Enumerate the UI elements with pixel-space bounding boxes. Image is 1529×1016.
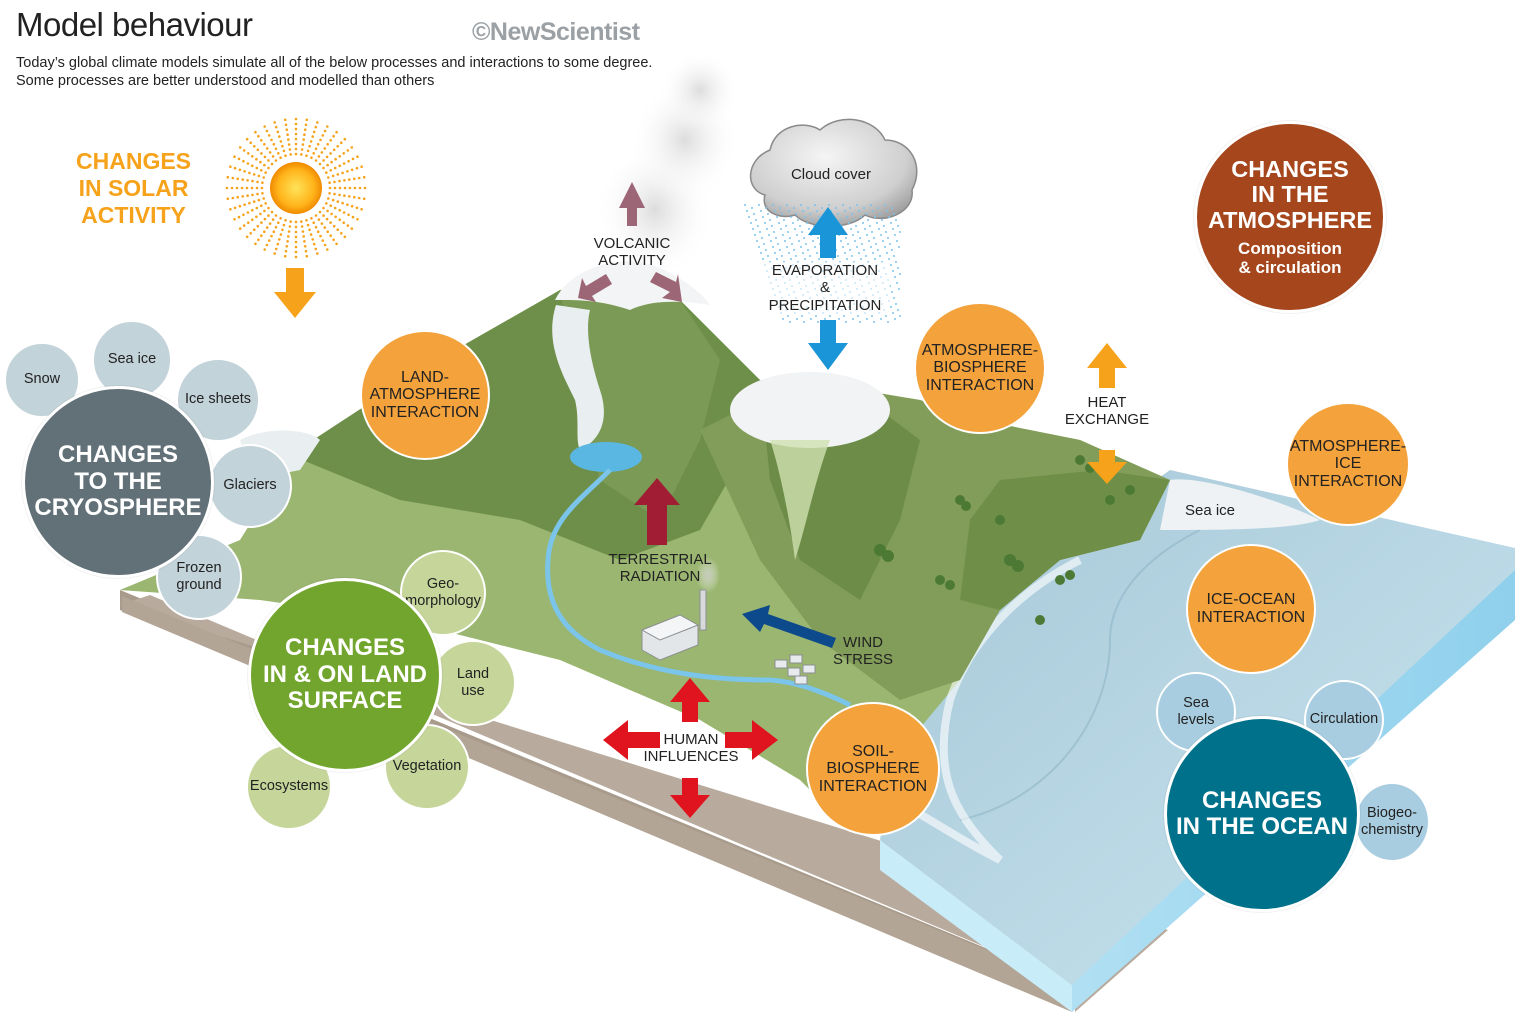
cloud-cover-label: Cloud cover	[790, 166, 872, 183]
volcanic-right-arrow	[650, 272, 682, 302]
wind-stress-label: WIND STRESS	[832, 634, 893, 669]
volcano-plume	[595, 50, 740, 280]
sea-ice-shelf	[1160, 479, 1320, 530]
ice-ocean-interaction-circle: ICE-OCEAN INTERACTION	[1186, 544, 1316, 674]
factory	[640, 557, 720, 661]
volcanic-left-arrow	[578, 274, 612, 302]
snowfield	[730, 372, 890, 448]
ocean-sea-levels-bubble: Sea levels	[1156, 672, 1236, 752]
glacier-stream	[552, 305, 604, 450]
cryosphere-circle: CHANGES TO THE CRYOSPHERE	[22, 386, 214, 578]
land-vegetation-bubble: Vegetation	[384, 724, 470, 810]
land-surface-circle: CHANGES IN & ON LAND SURFACE	[248, 578, 442, 772]
solar-activity-label: CHANGES IN SOLAR ACTIVITY	[76, 148, 192, 229]
human-down-arrow	[670, 778, 710, 818]
ocean-circle: CHANGES IN THE OCEAN	[1164, 716, 1360, 912]
ocean-biogeochemistry-bubble: Biogeo-chemistry	[1354, 782, 1430, 862]
terrestrial-radiation-arrow	[634, 478, 680, 545]
land-ecosystems-bubble: Ecosystems	[246, 744, 332, 830]
solar-arrow	[274, 268, 316, 318]
cryo-glaciers-bubble: Glaciers	[208, 444, 292, 528]
terrestrial-radiation-label: TERRESTRIAL RADIATION	[608, 551, 712, 586]
land-geomorphology-bubble: Geo-morphology	[400, 550, 486, 636]
houses	[774, 654, 816, 685]
brand-logo: ©NewScientist	[472, 18, 640, 46]
heat-up-arrow	[1087, 343, 1127, 388]
sea-ice-label: Sea ice	[1184, 502, 1236, 519]
page-title: Model behaviour	[16, 6, 253, 43]
human-left-arrow	[603, 720, 660, 760]
volcanic-activity-label: VOLCANIC ACTIVITY	[593, 235, 671, 270]
human-up-arrow	[670, 678, 710, 722]
volcanic-up-arrow	[619, 182, 645, 226]
cryo-frozen-ground-bubble: Frozen ground	[156, 534, 242, 620]
precipitation-arrow	[808, 320, 848, 370]
river	[545, 468, 852, 708]
human-right-arrow	[725, 720, 778, 760]
land-use-bubble: Land use	[430, 640, 516, 726]
evaporation-precipitation-label: EVAPORATION & PRECIPITATION	[760, 262, 890, 314]
wind-arrow	[742, 605, 836, 648]
atmosphere-circle: CHANGES IN THE ATMOSPHERE Composition & …	[1194, 121, 1386, 313]
subtitle-line-2: Some processes are better understood and…	[16, 73, 435, 89]
soil-biosphere-interaction-circle: SOIL- BIOSPHERE INTERACTION	[806, 702, 940, 836]
heat-down-arrow	[1087, 450, 1127, 484]
atmosphere-ice-interaction-circle: ATMOSPHERE- ICE INTERACTION	[1286, 402, 1410, 526]
forest	[874, 455, 1135, 625]
human-influences-label: HUMAN INFLUENCES	[643, 731, 739, 766]
atmosphere-biosphere-interaction-circle: ATMOSPHERE- BIOSPHERE INTERACTION	[914, 302, 1046, 434]
sun-illustration	[225, 117, 367, 259]
lake	[570, 442, 642, 472]
evaporation-arrow	[808, 207, 848, 258]
heat-exchange-label: HEAT EXCHANGE	[1064, 394, 1150, 429]
land-atmosphere-interaction-circle: LAND- ATMOSPHERE INTERACTION	[360, 330, 490, 460]
subtitle-line-1: Today’s global climate models simulate a…	[16, 55, 653, 71]
